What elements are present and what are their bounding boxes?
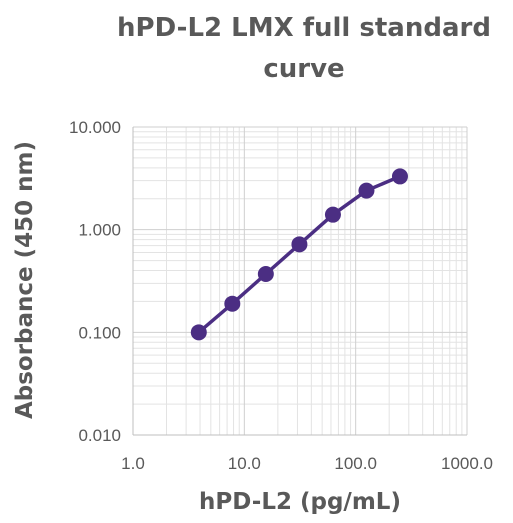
- data-point: [358, 182, 375, 199]
- y-tick-label: 0.100: [78, 323, 121, 342]
- x-tick-label: 1.0: [121, 454, 145, 473]
- data-point: [224, 295, 241, 312]
- x-tick-label: 1000.0: [441, 454, 493, 473]
- data-point: [391, 168, 408, 185]
- x-tick-label: 10.0: [228, 454, 261, 473]
- x-tick-label: 100.0: [334, 454, 377, 473]
- chart-title: hPD-L2 LMX full standard curve: [117, 13, 491, 84]
- data-point: [291, 236, 308, 253]
- x-axis-title: hPD-L2 (pg/mL): [199, 489, 401, 515]
- y-tick-label: 10.000: [69, 118, 121, 137]
- y-tick-label: 0.010: [78, 426, 121, 445]
- data-point: [324, 206, 341, 223]
- y-tick-label: 1.000: [78, 221, 121, 240]
- data-point: [190, 324, 207, 341]
- data-point: [257, 265, 274, 282]
